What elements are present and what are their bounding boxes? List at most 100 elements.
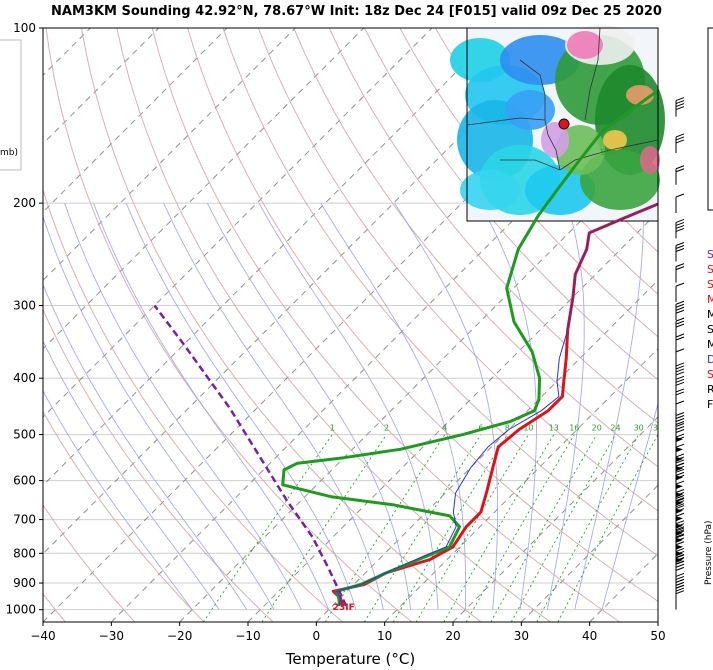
chart-title: NAM3KM Sounding 42.92°N, 78.67°W Init: 1… [51, 4, 662, 19]
wind-barb-flag [675, 227, 685, 232]
dry-adiabat-line [43, 188, 343, 622]
dry-adiabat-line [257, 28, 658, 512]
wind-barb-flag [675, 388, 685, 393]
wind-barb-flag [675, 584, 685, 589]
mixing-ratio-label: 20 [592, 424, 602, 433]
mixing-ratio-label: 4 [442, 424, 447, 433]
map-boundary [544, 119, 561, 171]
wind-barb-flag [675, 133, 685, 138]
wind-barb-flag [675, 242, 685, 246]
wind-barb-flag [675, 320, 685, 325]
isotherm-line [43, 28, 433, 418]
wind-barb [675, 317, 685, 338]
wind-barb-pennant [676, 508, 683, 514]
dewpoint-profile [281, 89, 658, 606]
wind-barb-flag [675, 578, 685, 583]
dry-adiabat-line [293, 28, 658, 468]
dry-adiabat-line [399, 28, 658, 338]
dry-adiabat-line [434, 28, 658, 295]
wind-barb-flag [675, 248, 685, 252]
radar-echo [541, 122, 569, 158]
x-tick-label: 0 [313, 629, 321, 643]
wind-barb-pennant [676, 437, 683, 443]
moist-adiabat-line [546, 202, 585, 610]
legend-letter: S [707, 248, 713, 261]
wind-barb-flag [675, 581, 685, 586]
y-tick-label: 700 [13, 513, 36, 527]
wind-barb-flag [675, 381, 685, 386]
wind-barb-flag [675, 563, 685, 568]
isotherm-line [43, 28, 570, 555]
wind-barb-flag [675, 168, 685, 173]
wind-barb-flag [675, 136, 685, 141]
wind-barb [675, 242, 685, 262]
wind-barb-flag [675, 263, 685, 268]
legend-letter: R [707, 383, 713, 396]
wind-barb-pennant [676, 516, 683, 522]
x-tick-label: 40 [582, 629, 597, 643]
wind-barb-flag [675, 309, 685, 314]
dry-adiabat-line [328, 28, 658, 424]
wind-barb-flag [675, 421, 685, 425]
wind-barb-pennant [676, 475, 683, 481]
x-tick-label: −30 [99, 629, 124, 643]
wind-barb-flag [675, 520, 685, 525]
wind-barb-pennant [676, 484, 683, 490]
wind-barb-flag [675, 266, 685, 271]
x-tick-label: −20 [167, 629, 192, 643]
legend-letter: S [707, 368, 713, 381]
wind-barb [675, 348, 685, 368]
background-lines-layer: 1 2 4 6 8 10 13 16 20 24 30 36 [43, 28, 658, 622]
x-tick-label: −40 [30, 629, 55, 643]
wind-barb-flag [675, 480, 685, 485]
mixing-ratio-label: 16 [569, 424, 579, 433]
moist-adiabat-line [601, 402, 658, 610]
wind-barb [675, 375, 685, 396]
mixing-ratio-line [510, 434, 616, 622]
isotherm-line [43, 28, 638, 622]
wind-barb-flag [675, 468, 685, 473]
wind-barb-flag [675, 497, 685, 502]
map-boundary [519, 59, 546, 120]
wind-barb-flag [675, 418, 685, 422]
wind-barb-flag [675, 471, 685, 476]
wind-barb-flag [675, 400, 685, 405]
radar-echo [603, 130, 627, 150]
wind-barb-flag [675, 224, 685, 229]
wind-barb-flag [675, 317, 685, 322]
legend-letter: S [707, 323, 713, 336]
wind-barb-flag [675, 348, 685, 353]
wind-barb-pennant [676, 447, 683, 453]
radar-echo [505, 90, 555, 130]
x-axis-label: Temperature (°C) [285, 650, 415, 668]
wind-barb-pennant [676, 551, 683, 557]
dry-adiabat-line [43, 410, 205, 622]
wind-barb-flag [675, 547, 685, 552]
mixing-ratio-label: 24 [610, 424, 620, 433]
left-panel-fragment: mb) [0, 39, 22, 171]
wind-barb-flag [675, 362, 685, 367]
wind-barb-flag [675, 423, 685, 427]
dry-adiabat-line [222, 28, 658, 557]
y-tick-label: 900 [13, 576, 36, 590]
wind-barb-flag [675, 103, 685, 108]
wind-barb-flag [675, 282, 685, 287]
dry-adiabat-line [80, 28, 482, 622]
location-marker [558, 118, 570, 130]
wind-barb-flag [675, 526, 685, 531]
radar-echo [640, 146, 660, 174]
wind-barb-flag [675, 498, 685, 502]
wind-barb-flag [675, 333, 685, 338]
x-tick-label: 10 [377, 629, 392, 643]
wind-barb [675, 333, 685, 353]
wind-barb-flag [675, 106, 685, 111]
wind-barb [675, 282, 685, 303]
moist-adiabat-line [163, 202, 384, 610]
x-tick-label: 30 [514, 629, 529, 643]
moist-adiabat-line [479, 202, 537, 610]
isotherm-line [43, 28, 365, 350]
wind-barb [675, 218, 685, 239]
wind-barb-flag [675, 371, 685, 376]
